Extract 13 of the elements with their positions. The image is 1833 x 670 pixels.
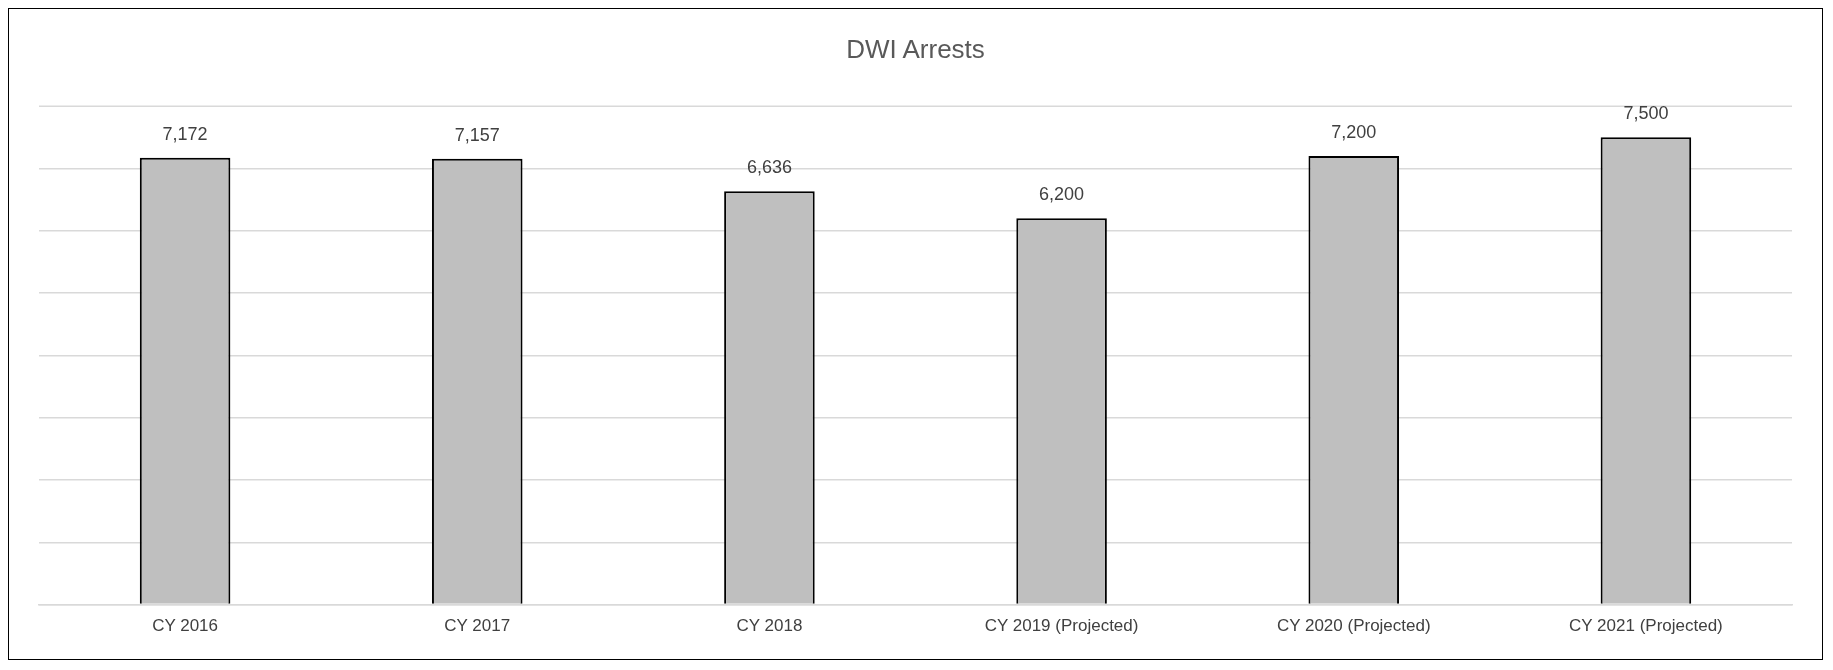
chart-title: DWI Arrests xyxy=(846,33,985,64)
x-tick-label: CY 2020 (Projected) xyxy=(1276,616,1431,636)
data-label: 7,500 xyxy=(1623,103,1669,124)
data-label: 7,200 xyxy=(1331,122,1377,143)
data-label: 6,636 xyxy=(746,157,792,178)
x-tick-label: CY 2018 xyxy=(736,616,803,636)
data-label: 7,157 xyxy=(454,124,500,145)
x-tick-label: CY 2021 (Projected) xyxy=(1569,616,1723,636)
data-label: 7,172 xyxy=(162,123,208,144)
data-label: 6,200 xyxy=(1039,184,1085,205)
x-tick-label: CY 2016 xyxy=(152,616,219,636)
x-tick-label: CY 2017 xyxy=(444,616,511,636)
x-tick-label: CY 2019 (Projected) xyxy=(984,616,1139,636)
